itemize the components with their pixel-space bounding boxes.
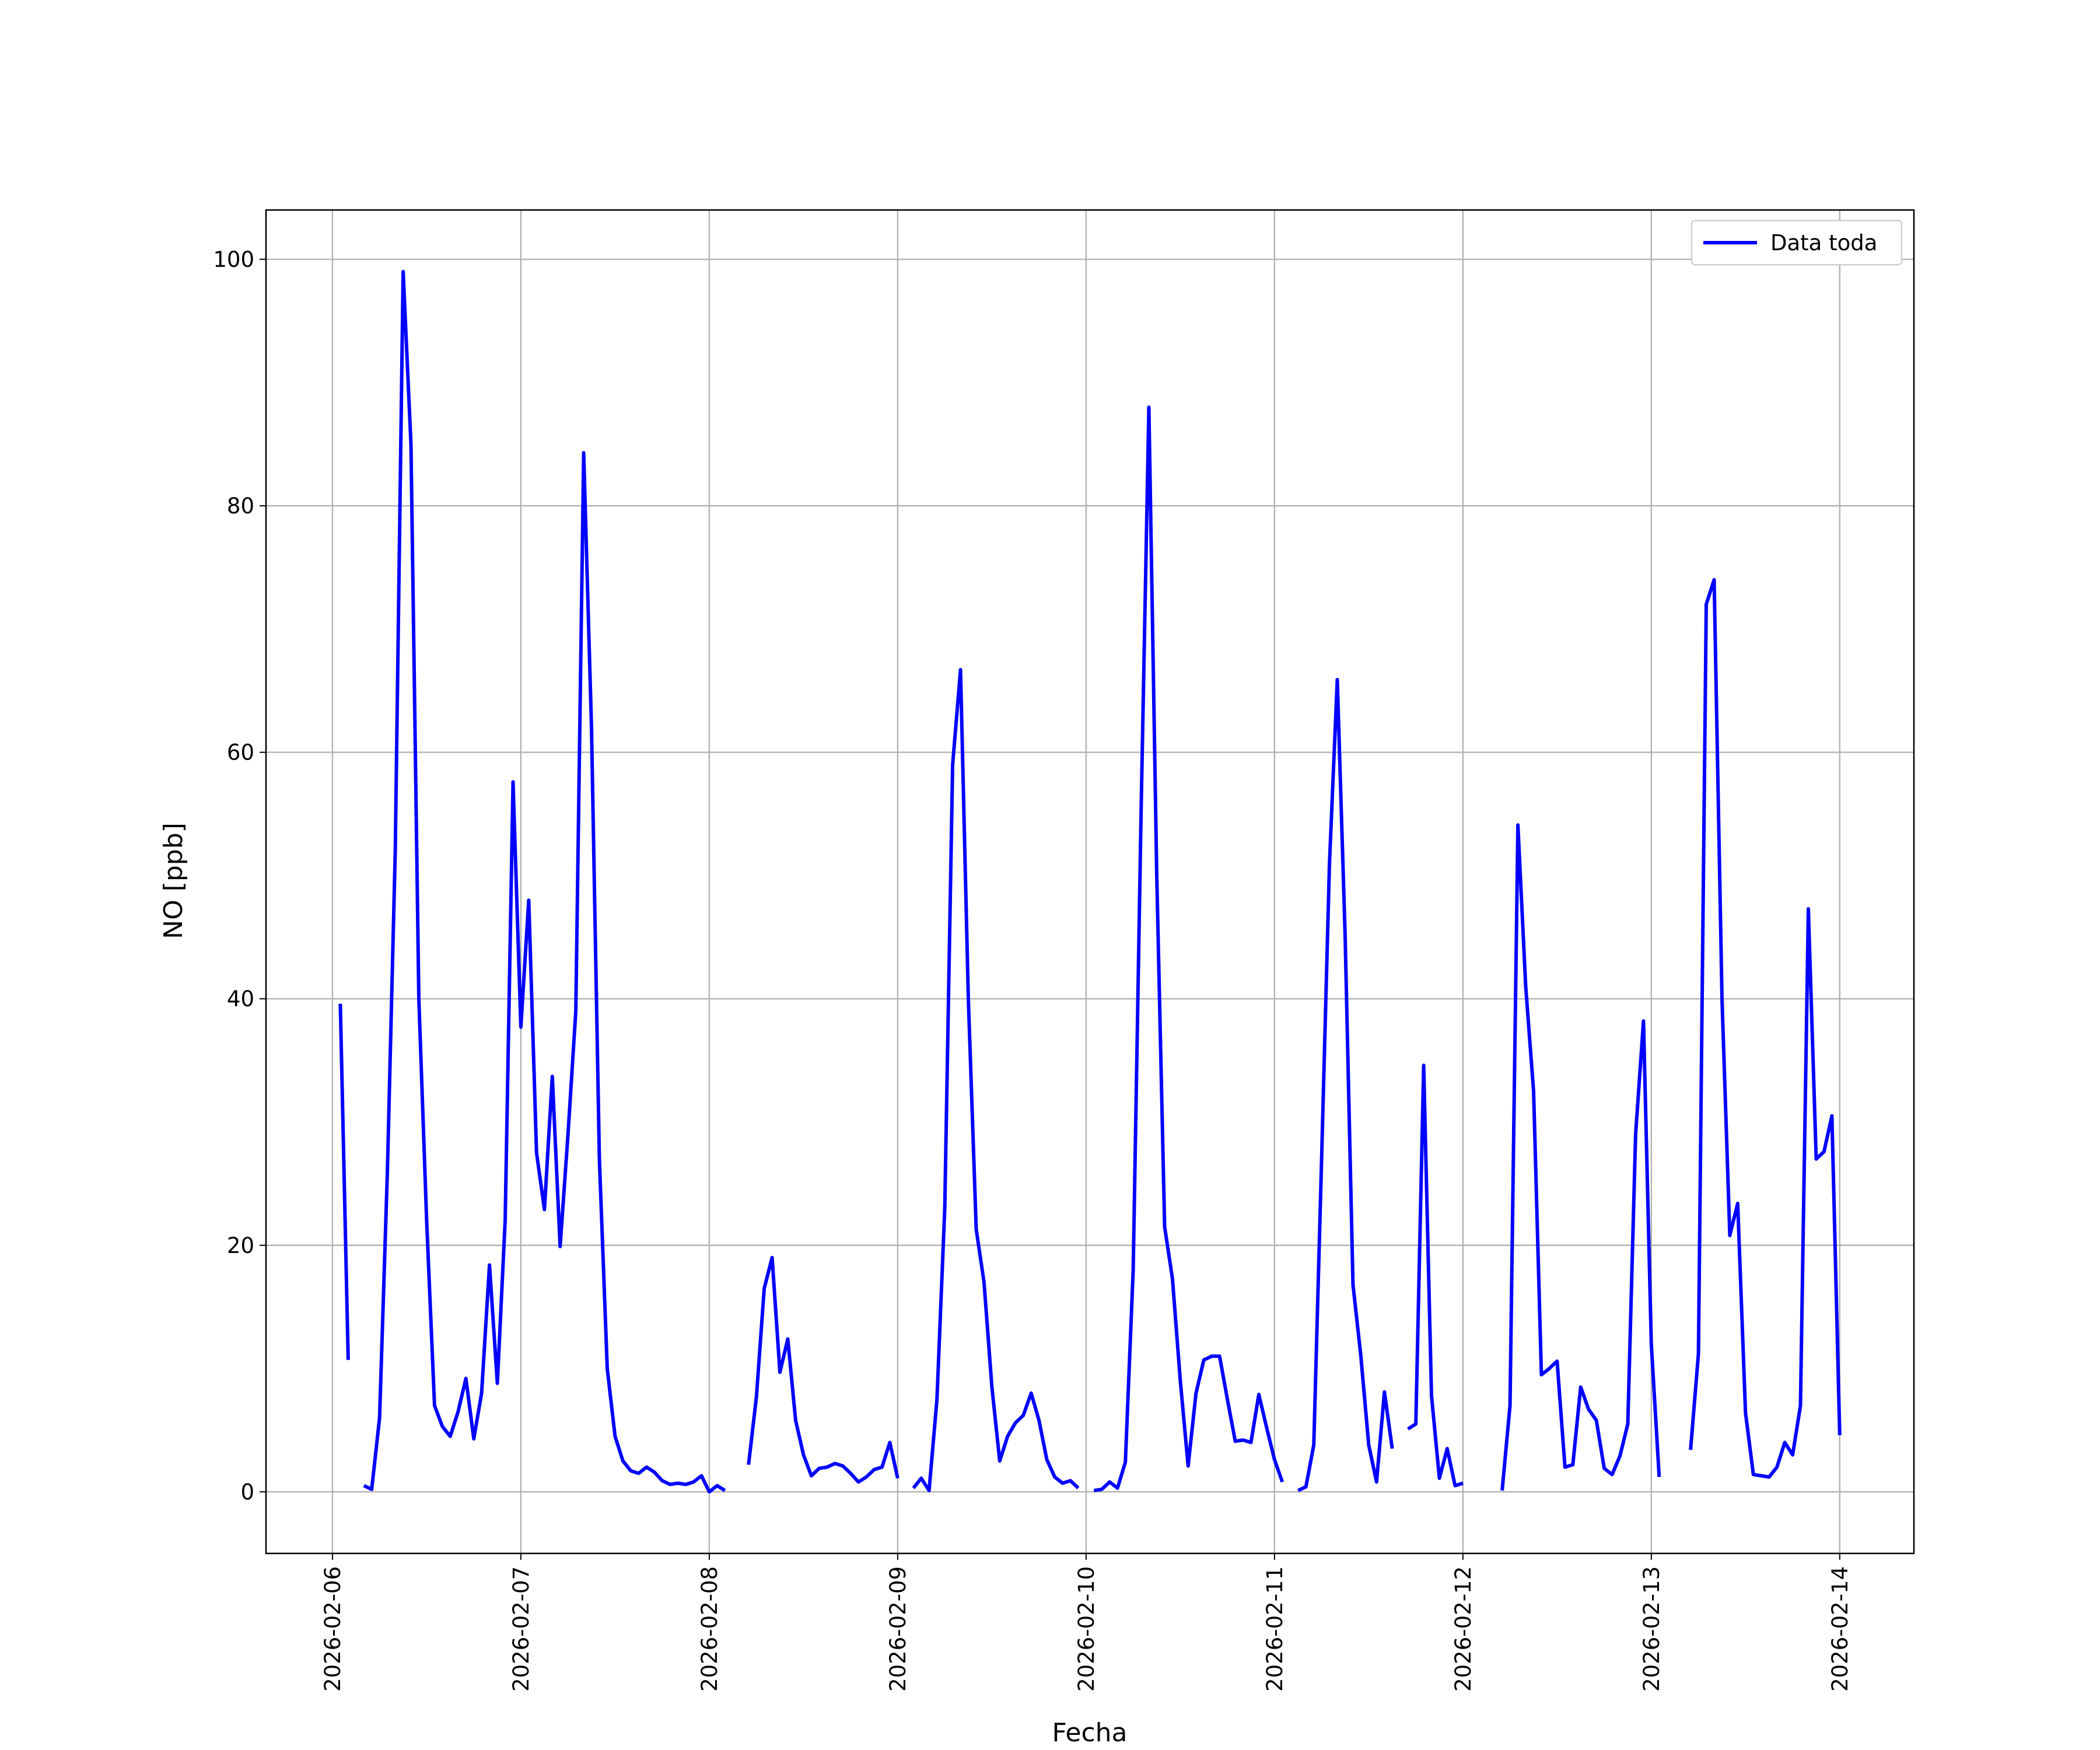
- y-tick-label: 40: [227, 986, 254, 1012]
- x-tick-label: 2026-02-08: [697, 1566, 722, 1692]
- x-tick-label: 2026-02-06: [320, 1566, 345, 1692]
- y-tick-label: 0: [240, 1479, 254, 1504]
- x-axis-label: Fecha: [1052, 1718, 1127, 1748]
- x-tick-label: 2026-02-14: [1828, 1566, 1853, 1692]
- plot-frame: [265, 209, 1915, 1555]
- y-axis-label: NO [ppb]: [159, 822, 188, 939]
- x-tick-label: 2026-02-07: [509, 1566, 534, 1692]
- y-tick-label: 20: [227, 1233, 254, 1258]
- y-tick-label: 100: [213, 247, 254, 272]
- y-tick-label: 80: [227, 494, 254, 519]
- data-line: [338, 270, 1842, 1494]
- x-tick-label: 2026-02-10: [1074, 1566, 1099, 1692]
- x-tick-label: 2026-02-09: [886, 1566, 911, 1692]
- y-tick-label: 60: [227, 740, 254, 765]
- x-tick-label: 2026-02-11: [1262, 1566, 1287, 1692]
- legend: Data toda: [1690, 219, 1903, 266]
- legend-box: [1690, 219, 1903, 266]
- x-tick-label: 2026-02-12: [1451, 1566, 1476, 1692]
- x-tick-label: 2026-02-13: [1639, 1566, 1664, 1692]
- legend-label: Data toda: [1770, 230, 1877, 256]
